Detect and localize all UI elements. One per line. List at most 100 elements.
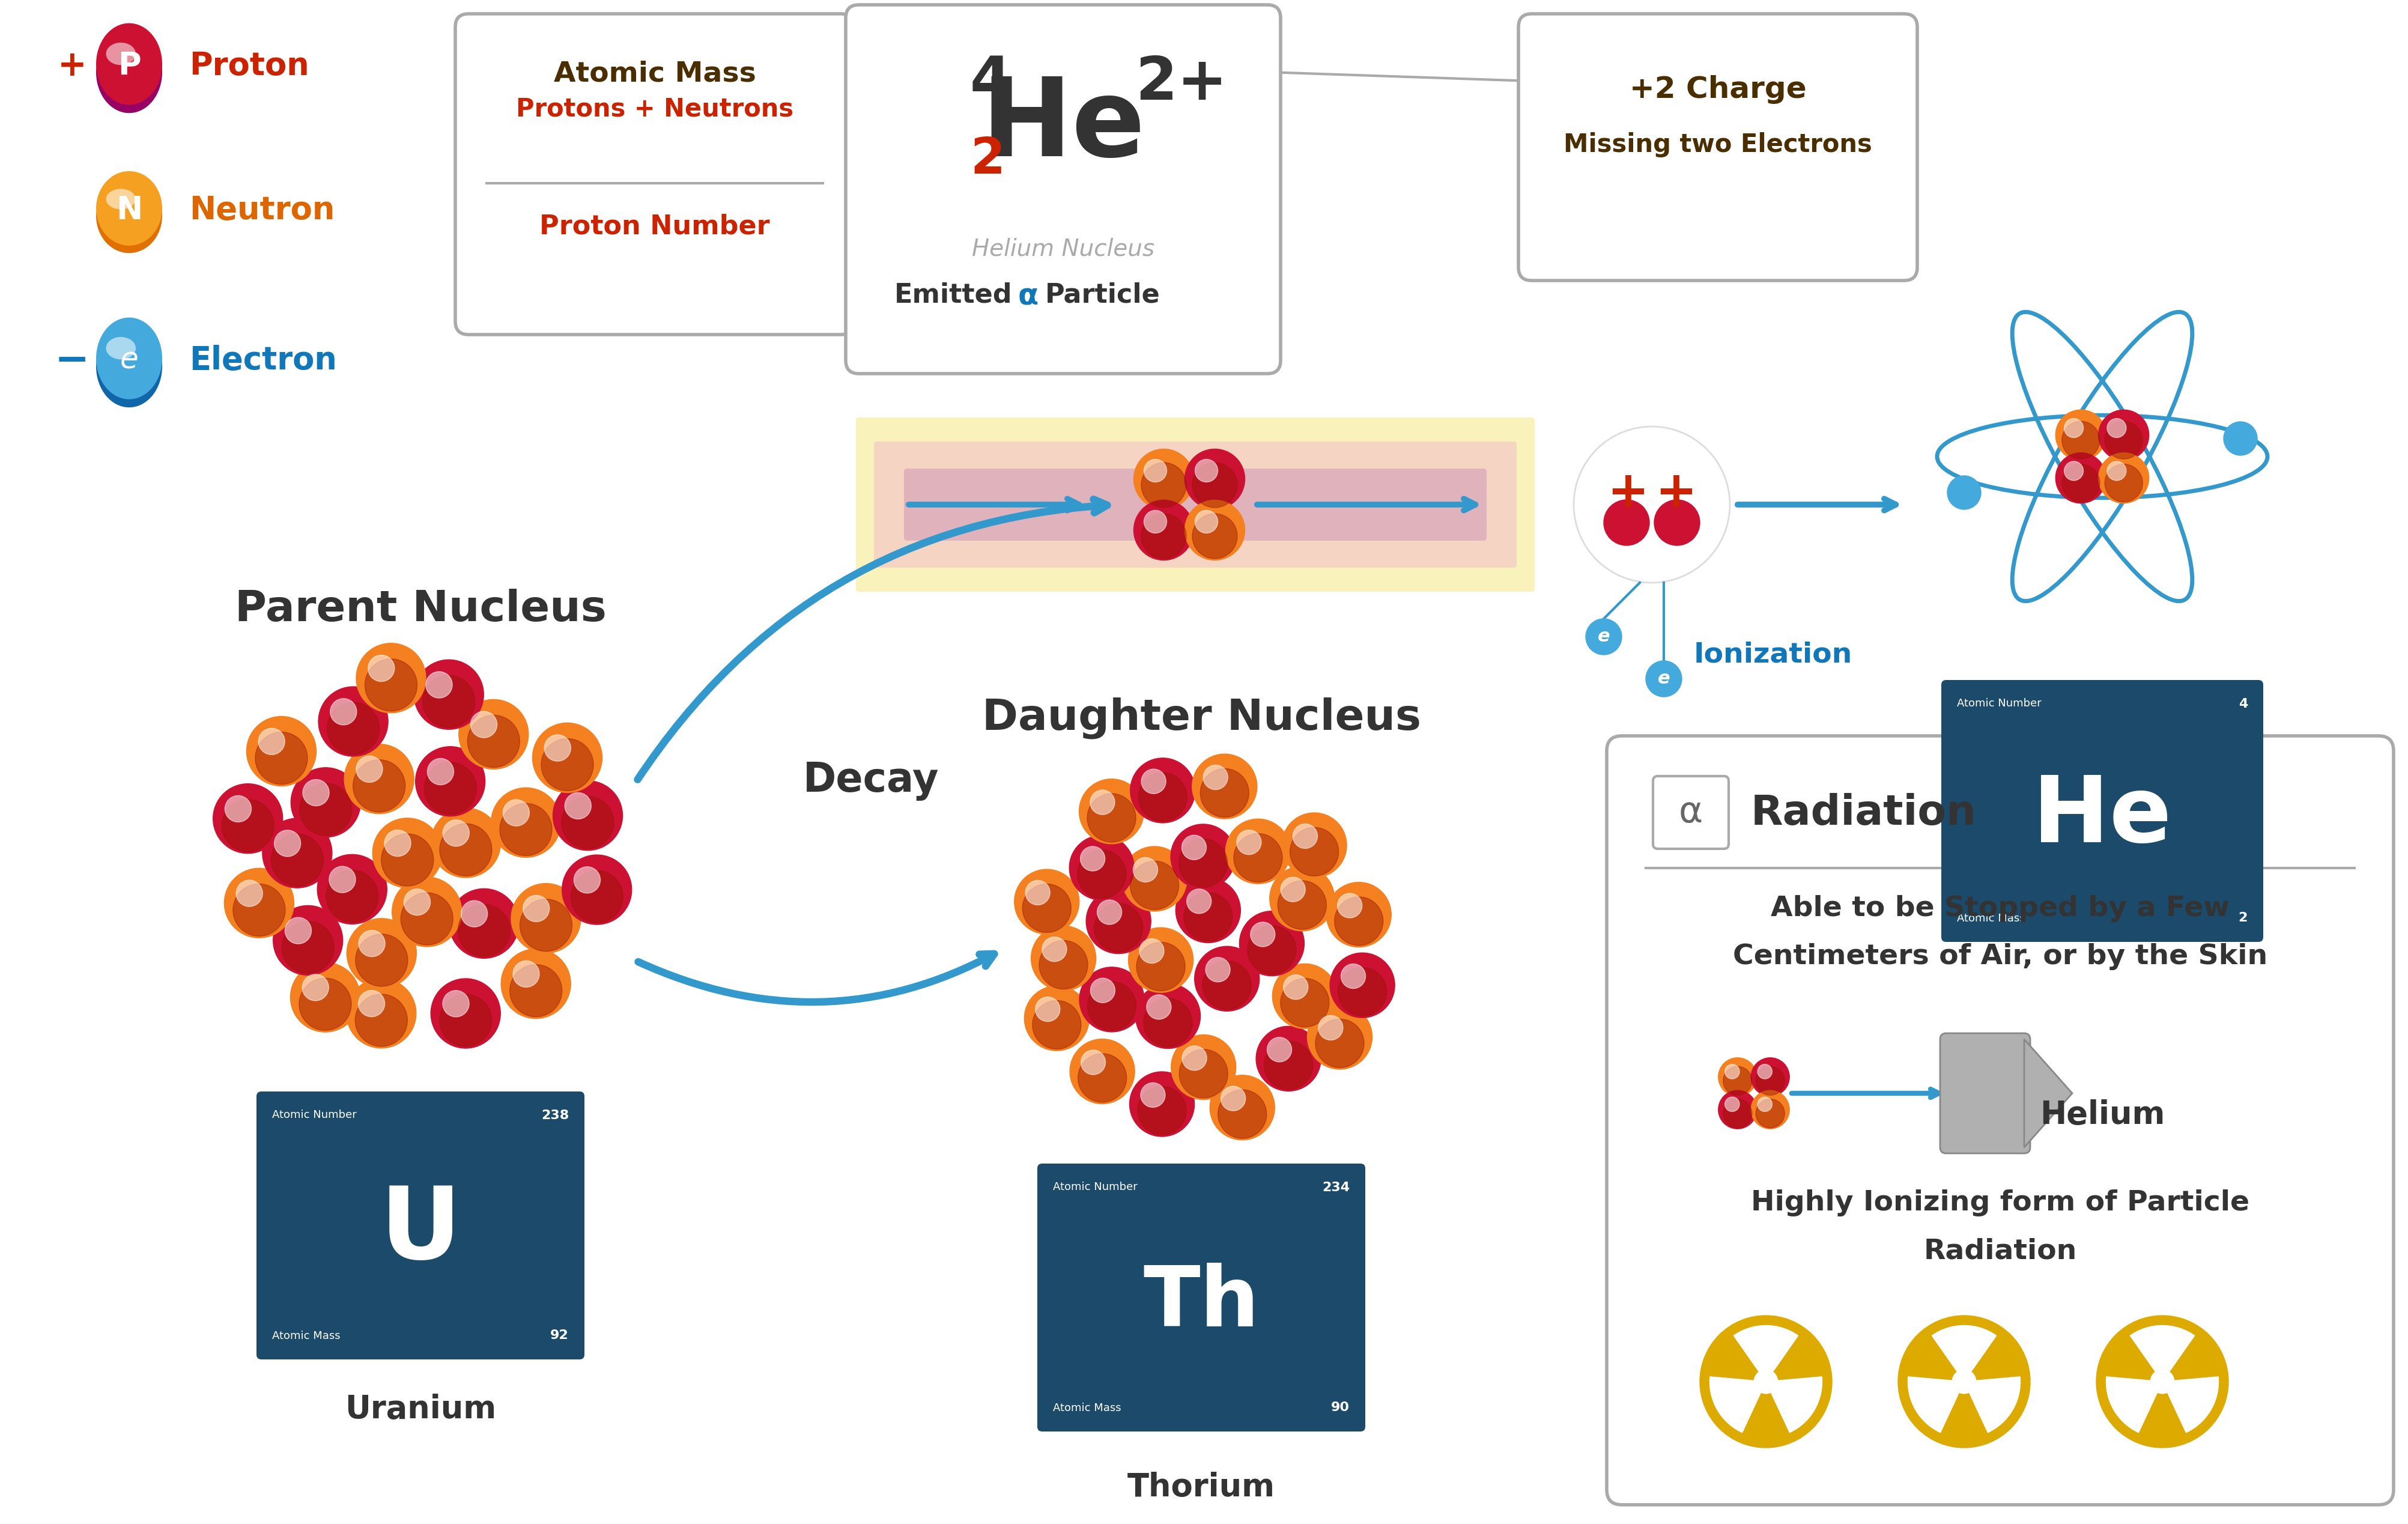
Text: e: e: [1597, 628, 1611, 646]
Circle shape: [458, 904, 510, 957]
Circle shape: [1079, 779, 1144, 844]
Text: Radiation: Radiation: [1924, 1237, 2076, 1265]
FancyBboxPatch shape: [1519, 14, 1917, 280]
Text: Atomic Mass: Atomic Mass: [554, 59, 756, 87]
Circle shape: [272, 834, 323, 885]
Circle shape: [1336, 893, 1363, 917]
Circle shape: [1129, 1071, 1194, 1137]
Circle shape: [1134, 500, 1194, 561]
Circle shape: [470, 712, 496, 738]
Circle shape: [1281, 978, 1329, 1027]
Circle shape: [1238, 831, 1262, 855]
Circle shape: [258, 728, 284, 754]
Circle shape: [1257, 1026, 1322, 1091]
Ellipse shape: [96, 178, 161, 253]
Circle shape: [441, 823, 491, 876]
Circle shape: [1180, 1050, 1228, 1097]
Circle shape: [1040, 940, 1088, 989]
Circle shape: [1755, 1067, 1784, 1096]
Circle shape: [246, 716, 315, 786]
Circle shape: [359, 991, 385, 1017]
FancyBboxPatch shape: [1606, 736, 2394, 1504]
FancyBboxPatch shape: [903, 468, 1486, 541]
Wedge shape: [1907, 1376, 1960, 1433]
Circle shape: [1953, 1370, 1977, 1393]
Wedge shape: [1970, 1376, 2020, 1433]
Circle shape: [1079, 968, 1144, 1032]
Circle shape: [1218, 1090, 1267, 1138]
Text: Atomic Mass: Atomic Mass: [272, 1330, 340, 1341]
Circle shape: [1898, 1315, 2030, 1448]
Wedge shape: [1710, 1376, 1760, 1433]
Text: He: He: [2032, 773, 2172, 861]
Circle shape: [1758, 1064, 1772, 1079]
Circle shape: [2056, 410, 2107, 460]
Circle shape: [1192, 463, 1238, 507]
Circle shape: [1170, 824, 1235, 888]
Circle shape: [2064, 419, 2083, 437]
Circle shape: [1724, 1067, 1753, 1096]
Text: 234: 234: [1322, 1181, 1348, 1193]
Circle shape: [424, 675, 474, 727]
Text: 238: 238: [542, 1109, 568, 1122]
Polygon shape: [2025, 1039, 2073, 1148]
Circle shape: [2107, 462, 2126, 480]
Circle shape: [1137, 942, 1185, 991]
Circle shape: [400, 893, 453, 945]
Circle shape: [272, 905, 342, 975]
Circle shape: [1604, 500, 1649, 546]
Circle shape: [405, 888, 431, 916]
Circle shape: [318, 687, 388, 756]
Circle shape: [366, 658, 417, 712]
Text: Highly Ionizing form of Particle: Highly Ionizing form of Particle: [1751, 1189, 2249, 1216]
Circle shape: [443, 820, 470, 846]
Circle shape: [503, 800, 530, 826]
Circle shape: [1129, 757, 1194, 823]
Circle shape: [1719, 1090, 1758, 1129]
Text: Electron: Electron: [190, 344, 337, 376]
Circle shape: [1137, 1087, 1187, 1135]
Circle shape: [1035, 997, 1060, 1021]
Circle shape: [1081, 846, 1105, 872]
Circle shape: [1134, 450, 1194, 509]
Circle shape: [1033, 1000, 1081, 1049]
Circle shape: [373, 818, 443, 888]
Circle shape: [491, 788, 561, 858]
Ellipse shape: [96, 317, 161, 399]
Circle shape: [1279, 881, 1327, 930]
Circle shape: [544, 735, 571, 760]
Text: Decay: Decay: [802, 760, 939, 800]
Circle shape: [443, 991, 470, 1017]
Circle shape: [2061, 421, 2100, 459]
Circle shape: [354, 994, 407, 1047]
Circle shape: [275, 831, 301, 856]
Circle shape: [325, 870, 378, 922]
Circle shape: [344, 744, 414, 814]
Circle shape: [1719, 1058, 1758, 1096]
Circle shape: [368, 655, 395, 681]
Text: N: N: [116, 195, 142, 226]
Circle shape: [1645, 661, 1681, 696]
Circle shape: [431, 808, 501, 878]
Text: Neutron: Neutron: [190, 195, 335, 226]
Circle shape: [1247, 925, 1296, 974]
Circle shape: [282, 920, 335, 974]
Circle shape: [212, 783, 282, 853]
Circle shape: [1194, 946, 1259, 1012]
Circle shape: [234, 884, 284, 936]
Wedge shape: [1734, 1326, 1799, 1372]
Text: Emitted: Emitted: [893, 282, 1011, 308]
FancyBboxPatch shape: [258, 1091, 585, 1359]
Circle shape: [1587, 619, 1621, 655]
Text: Centimeters of Air, or by the Skin: Centimeters of Air, or by the Skin: [1734, 943, 2268, 971]
Circle shape: [460, 700, 527, 770]
Circle shape: [1144, 511, 1168, 533]
Text: Proton Number: Proton Number: [539, 213, 771, 239]
Circle shape: [2097, 410, 2148, 460]
Circle shape: [1293, 824, 1317, 849]
Circle shape: [1175, 878, 1240, 943]
Text: Particle: Particle: [1045, 282, 1161, 308]
Circle shape: [1098, 899, 1122, 925]
Text: Daughter Nucleus: Daughter Nucleus: [982, 696, 1421, 739]
Circle shape: [1088, 981, 1137, 1030]
